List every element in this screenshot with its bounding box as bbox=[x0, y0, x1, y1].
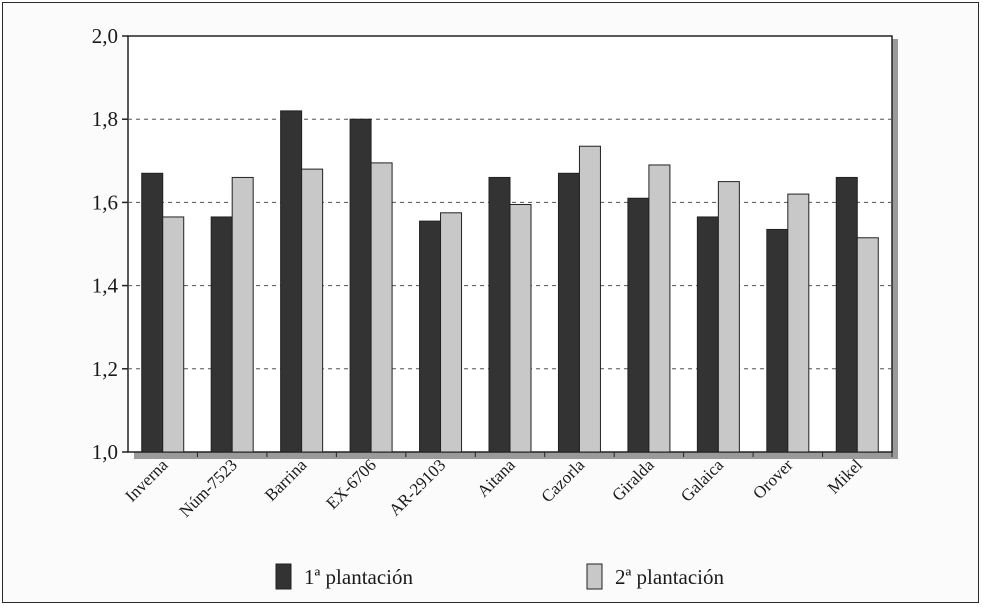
bar-1-galaica bbox=[696, 216, 719, 453]
bar-2-orover bbox=[787, 193, 810, 453]
x-tick-label: Núm-7523 bbox=[175, 455, 241, 521]
bar-1-giralda bbox=[627, 197, 650, 453]
bar-2-aitana bbox=[509, 203, 532, 453]
bar-2-giralda bbox=[648, 164, 671, 453]
bar-1-núm-7523 bbox=[210, 216, 233, 453]
legend-label-1: 1ª plantación bbox=[304, 565, 414, 589]
bar-2-barrina bbox=[301, 168, 324, 453]
y-tick-label: 1,6 bbox=[92, 190, 118, 214]
bar-1-cazorla bbox=[557, 172, 580, 453]
x-tick-label: Inverna bbox=[121, 455, 171, 505]
bar-2-inverna bbox=[162, 216, 185, 453]
x-tick-label: Mikel bbox=[824, 455, 866, 497]
x-tick-label: Aitana bbox=[473, 455, 519, 501]
bar-1-orover bbox=[766, 228, 789, 453]
y-tick-label: 1,0 bbox=[92, 440, 118, 464]
x-tick-label: Barrina bbox=[261, 455, 311, 505]
legend-swatch-1 bbox=[275, 563, 292, 590]
x-tick-label: AR-29103 bbox=[385, 455, 449, 519]
bar-2-mikel bbox=[856, 237, 879, 453]
x-tick-label: Giralda bbox=[608, 455, 658, 505]
bar-1-inverna bbox=[141, 172, 164, 453]
y-tick-label: 2,0 bbox=[92, 24, 118, 48]
bar-2-galaica bbox=[717, 181, 740, 453]
bar-2-núm-7523 bbox=[231, 176, 254, 453]
bar-2-ex-6706 bbox=[370, 162, 393, 453]
bar-1-ar-29103 bbox=[419, 220, 442, 453]
x-tick-label: Orover bbox=[749, 455, 797, 503]
x-tick-label: Cazorla bbox=[537, 455, 588, 506]
legend-swatch-2 bbox=[586, 563, 603, 590]
y-tick-label: 1,8 bbox=[92, 107, 118, 131]
x-tick-label: EX-6706 bbox=[322, 455, 380, 513]
legend-label-2: 2ª plantación bbox=[615, 565, 725, 589]
y-tick-label: 1,2 bbox=[92, 357, 118, 381]
x-tick-label: Galaica bbox=[677, 455, 727, 505]
bar-1-mikel bbox=[835, 176, 858, 453]
bar-1-ex-6706 bbox=[349, 118, 372, 453]
bar-2-ar-29103 bbox=[440, 212, 463, 453]
bar-1-barrina bbox=[280, 110, 303, 453]
y-tick-label: 1,4 bbox=[92, 274, 119, 298]
bar-1-aitana bbox=[488, 176, 511, 453]
bar-2-cazorla bbox=[578, 145, 601, 453]
